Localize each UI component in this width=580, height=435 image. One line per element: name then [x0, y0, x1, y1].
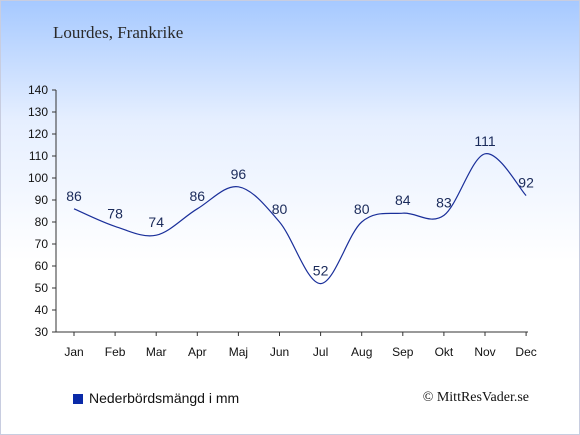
x-tick-label: Dec	[515, 345, 536, 359]
y-tick-label: 50	[35, 281, 49, 295]
data-label: 80	[272, 201, 288, 217]
data-label: 92	[518, 175, 534, 191]
y-tick-label: 130	[28, 105, 48, 119]
data-point	[525, 194, 528, 197]
data-label: 86	[66, 188, 82, 204]
y-tick-label: 140	[28, 83, 48, 97]
data-point	[196, 207, 199, 210]
data-point	[237, 185, 240, 188]
y-tick-label: 70	[35, 237, 49, 251]
x-tick-label: Jan	[64, 345, 83, 359]
data-label: 74	[148, 214, 164, 230]
x-tick-label: Feb	[105, 345, 126, 359]
x-tick-label: Apr	[188, 345, 207, 359]
x-tick-label: Jun	[270, 345, 289, 359]
data-label: 78	[107, 205, 123, 221]
y-tick-label: 90	[35, 193, 49, 207]
data-point	[155, 234, 158, 237]
data-point	[401, 212, 404, 215]
x-tick-label: Aug	[351, 345, 372, 359]
data-point	[360, 221, 363, 224]
y-tick-label: 100	[28, 171, 48, 185]
y-tick-label: 120	[28, 127, 48, 141]
series-line	[73, 153, 527, 285]
credit-text: © MittResVader.se	[422, 390, 529, 405]
x-tick-label: Okt	[435, 345, 454, 359]
chart-title: Lourdes, Frankrike	[53, 23, 184, 42]
y-tick-label: 110	[29, 149, 48, 163]
data-label: 52	[313, 263, 329, 279]
y-tick-label: 60	[35, 259, 49, 273]
data-point	[484, 152, 487, 155]
legend-swatch	[73, 394, 83, 404]
x-tick-label: Maj	[229, 345, 248, 359]
data-label: 111	[474, 133, 495, 149]
data-point	[114, 225, 117, 228]
data-label: 86	[190, 188, 206, 204]
legend-label: Nederbördsmängd i mm	[89, 390, 240, 406]
x-tick-label: Jul	[313, 345, 328, 359]
x-tick-label: Mar	[146, 345, 167, 359]
data-point	[319, 282, 322, 285]
y-tick-label: 40	[35, 303, 49, 317]
data-point	[278, 221, 281, 224]
y-tick-label: 80	[35, 215, 49, 229]
x-tick-label: Nov	[474, 345, 495, 359]
data-label: 96	[231, 166, 247, 182]
y-tick-label: 30	[35, 325, 49, 339]
x-tick-label: Sep	[392, 345, 414, 359]
data-point	[73, 207, 76, 210]
data-label: 84	[395, 192, 411, 208]
data-label: 83	[436, 194, 452, 210]
data-point	[442, 214, 445, 217]
data-label: 80	[354, 201, 370, 217]
